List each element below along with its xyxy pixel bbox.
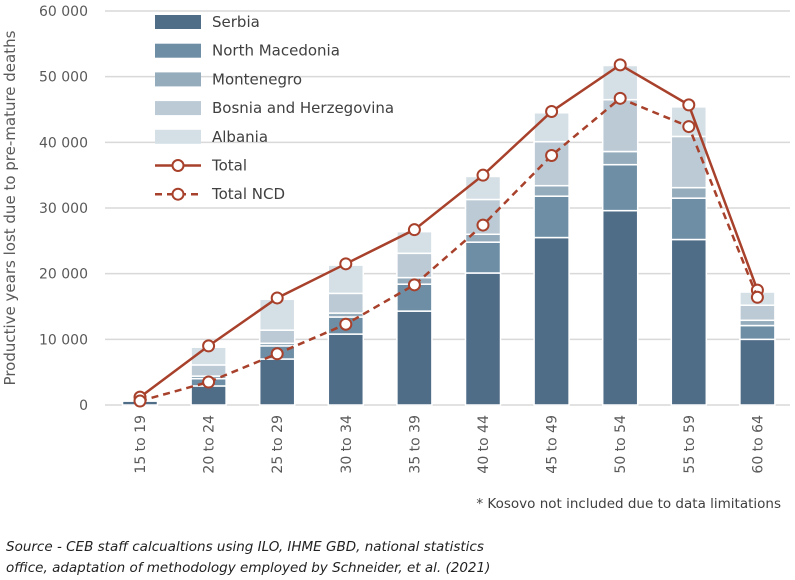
bar-segment-bosnia-and-herzegovina [190,364,227,377]
legend-swatch [155,15,201,29]
bar-segment-montenegro [533,184,570,197]
bar-segment-serbia [670,238,708,406]
legend-label: Total NCD [211,185,285,203]
point-total-ncd [750,290,764,304]
point-total-ncd [613,91,627,105]
source-line-1: Source - CEB staff calcualtions using IL… [6,539,484,555]
bar-segment-montenegro [670,186,708,199]
bar-segment-serbia [601,209,639,406]
footnote: * Kosovo not included due to data limita… [476,496,781,512]
y-tick-label: 40 000 [39,135,88,151]
x-axis-ticks: 15 to 19 20 to 24 25 to 29 30 to 34 35 to 39… [133,415,766,474]
legend-swatch [155,129,201,144]
legend-marker [171,159,185,172]
bar-segment-serbia [258,358,296,406]
point-total [476,168,490,182]
x-tick-label: 20 to 24 [202,415,218,474]
y-axis-label: Productive years lost due to pre-mature … [1,30,19,385]
point-total [202,339,216,353]
bar-segment-serbia [739,338,776,406]
point-total [613,58,627,72]
point-total-ncd [339,317,353,331]
x-tick-label: 45 to 49 [545,415,561,474]
y-tick-label: 10 000 [39,332,88,348]
legend-swatch [155,101,201,116]
bar-segment-serbia [327,333,365,406]
legend-swatch [155,72,201,87]
y-tick-label: 0 [79,398,88,414]
point-total-ncd [476,218,490,232]
legend-label: Total [211,157,247,175]
bar-segment-bosnia-and-herzegovina [601,98,639,153]
bar-segment-bosnia-and-herzegovina [739,304,776,322]
x-tick-label: 25 to 29 [270,415,286,474]
bar-segment-serbia [464,272,502,406]
x-tick-label: 15 to 19 [133,415,149,474]
y-tick-label: 20 000 [39,267,88,283]
point-total [270,291,284,305]
legend-swatch [155,43,201,58]
legend-label: Albania [212,128,268,146]
legend-marker [171,187,185,201]
legend: Serbia North Macedonia Montenegro Bosnia an… [155,13,394,203]
source-line-2: office, adaptation of methodology employ… [6,560,491,576]
legend-label: Bosnia and Herzegovina [212,99,394,117]
bar-segment-north-macedonia [533,195,570,239]
legend-label: North Macedonia [212,42,340,60]
x-tick-label: 40 to 44 [476,415,492,474]
bar-segment-bosnia-and-herzegovina [327,292,365,314]
legend-label: Montenegro [212,70,302,88]
point-total-ncd [133,394,147,408]
bar-segment-montenegro [739,319,776,327]
legend-label: Serbia [212,13,260,31]
point-total-ncd [407,278,421,292]
y-tick-label: 30 000 [39,201,88,217]
bar-segment-north-macedonia [601,163,639,212]
line-total [139,63,759,399]
y-axis-ticks: 0 10 000 20 000 30 000 40 000 50 000 60 000 [39,4,88,414]
point-total-ncd [545,148,559,162]
x-tick-label: 50 to 54 [613,415,629,474]
x-tick-label: 55 to 59 [682,415,698,474]
x-tick-label: 60 to 64 [750,415,766,474]
x-tick-label: 30 to 34 [339,415,355,474]
bar-segment-serbia [533,236,570,406]
point-total [545,104,559,118]
lines [133,58,764,408]
bar-segment-bosnia-and-herzegovina [258,329,296,345]
y-tick-label: 60 000 [39,4,88,20]
bar-segment-serbia [396,310,433,406]
point-total [682,98,696,112]
point-total [339,257,353,271]
bars [121,64,776,406]
point-total-ncd [202,375,216,389]
bar-segment-serbia [190,385,227,406]
bar-segment-montenegro [601,150,639,166]
point-total-ncd [270,347,284,361]
bar-segment-north-macedonia [739,324,776,341]
bar-segment-bosnia-and-herzegovina [533,140,570,187]
y-tick-label: 50 000 [39,70,88,86]
bar-segment-north-macedonia [464,241,502,274]
bar-segment-bosnia-and-herzegovina [670,135,708,189]
point-total [407,223,421,237]
line-total-ncd [139,96,759,403]
bar-segment-north-macedonia [670,197,708,241]
stacked-bar-line-chart: 0 10 000 20 000 30 000 40 000 50 000 60 000 Pr… [1,4,790,474]
x-tick-label: 35 to 39 [407,415,423,474]
point-total-ncd [682,120,696,134]
